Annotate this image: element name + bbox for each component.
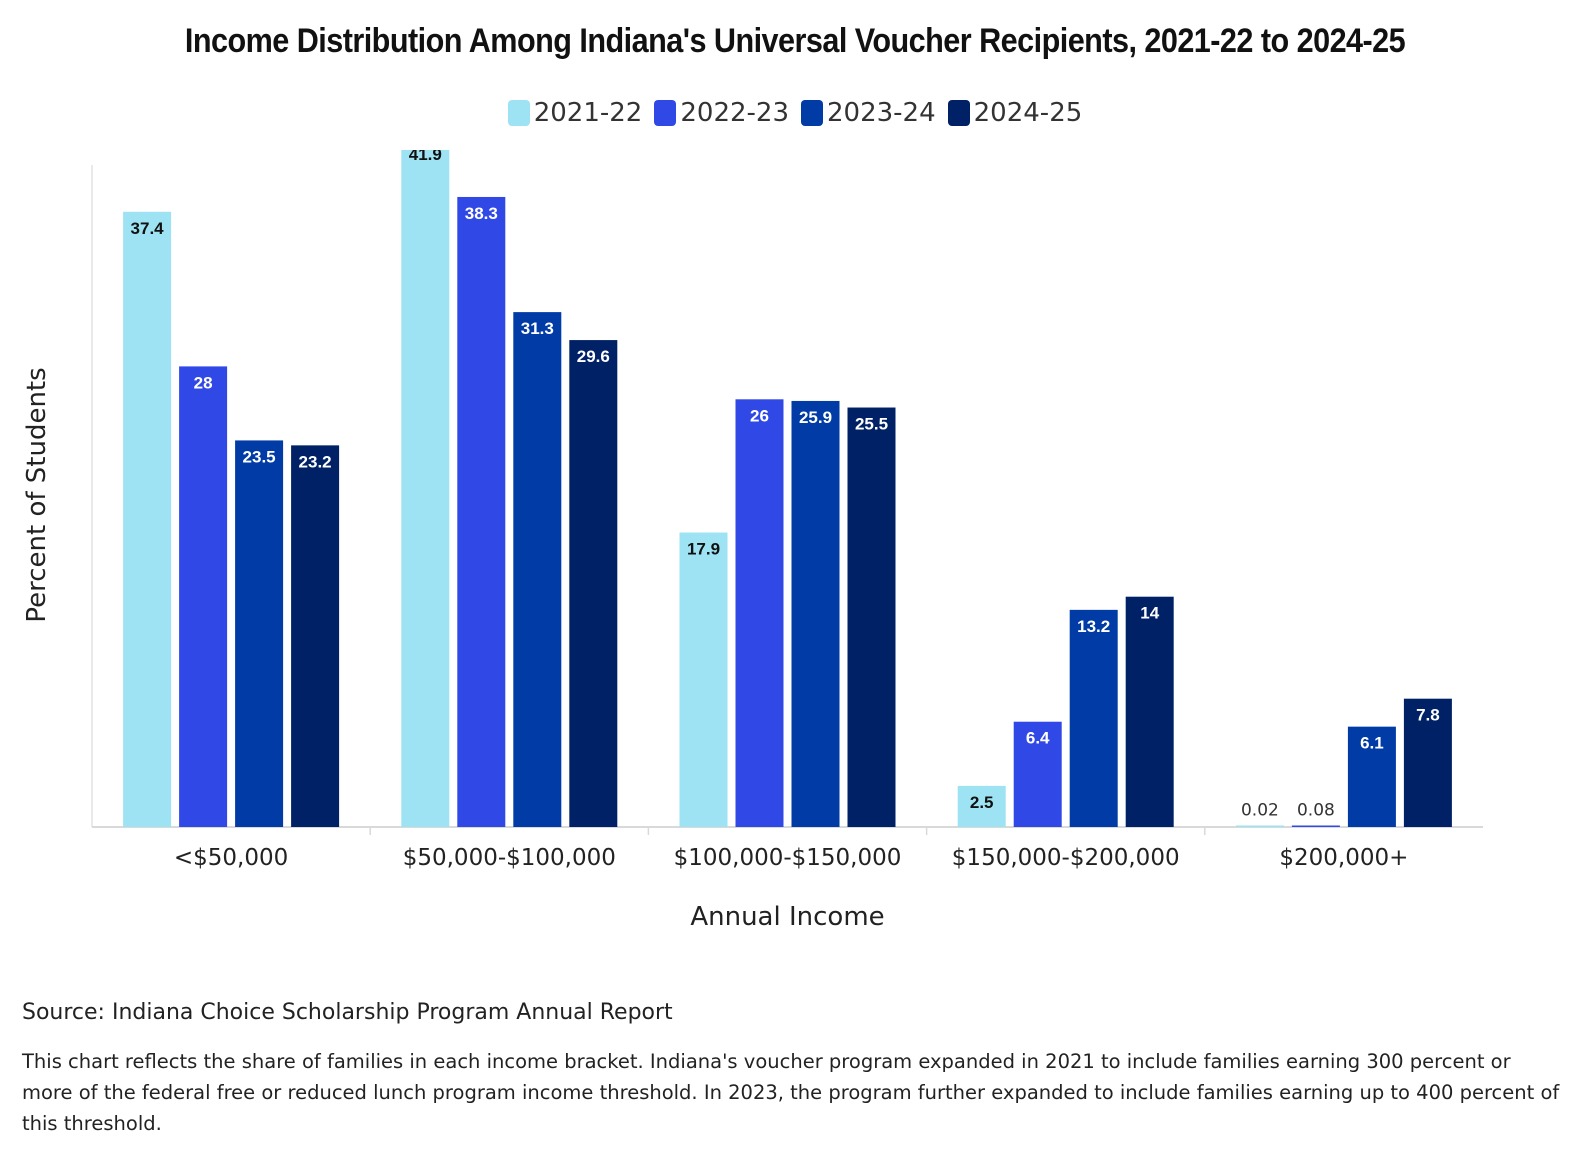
bar-2024-25-3 — [1125, 596, 1174, 827]
data-label: 0.02 — [1241, 801, 1279, 821]
x-tick-label: $100,000-$150,000 — [674, 845, 902, 871]
footnote: This chart reflects the share of familie… — [22, 1050, 1560, 1135]
x-tick-label: $200,000+ — [1279, 845, 1408, 871]
data-label: 13.2 — [1077, 617, 1110, 636]
data-label: 6.4 — [1026, 729, 1050, 748]
legend-item-2023-24: 2023-24 — [801, 98, 936, 128]
legend-label: 2022-23 — [680, 98, 789, 128]
bar-2024-25-1 — [569, 340, 618, 827]
legend-swatch — [507, 100, 530, 126]
x-tick-label: $150,000-$200,000 — [952, 845, 1180, 871]
bar-2021-22-2 — [679, 532, 728, 827]
bar-2022-23-4 — [1291, 825, 1340, 827]
x-tick-label: <$50,000 — [174, 845, 288, 871]
bar-2022-23-2 — [735, 399, 784, 827]
data-label: 7.8 — [1416, 706, 1440, 725]
legend-swatch — [801, 100, 823, 126]
data-label: 0.08 — [1297, 801, 1335, 821]
bar-2021-22-4 — [1235, 825, 1284, 827]
data-label: 23.5 — [243, 447, 276, 466]
legend-label: 2021-22 — [533, 98, 643, 128]
data-label: 41.9 — [409, 150, 442, 164]
data-label: 29.6 — [577, 347, 610, 366]
data-label: 25.9 — [799, 408, 832, 427]
bar-2024-25-0 — [291, 445, 340, 827]
bar-2023-24-4 — [1347, 726, 1396, 827]
bar-2021-22-1 — [401, 150, 450, 827]
x-tick-label: $50,000-$100,000 — [403, 845, 616, 871]
bar-2021-22-0 — [123, 211, 172, 827]
data-label: 26 — [750, 406, 769, 425]
x-axis-title: Annual Income — [690, 902, 884, 932]
data-label: 28 — [194, 373, 213, 392]
bar-2024-25-4 — [1403, 698, 1452, 827]
bar-2022-23-0 — [179, 366, 228, 827]
data-label: 17.9 — [687, 540, 720, 559]
legend-swatch — [654, 100, 677, 126]
bar-2022-23-1 — [457, 196, 506, 828]
legend-item-2024-25: 2024-25 — [947, 98, 1083, 128]
bar-2023-24-1 — [513, 312, 562, 827]
data-label: 38.3 — [465, 204, 498, 223]
chart-legend: 2021-22 2022-23 2023-24 2024-25 — [0, 98, 1590, 128]
bar-2021-22-3 — [957, 785, 1006, 827]
data-label: 23.2 — [299, 452, 332, 471]
legend-label: 2023-24 — [827, 98, 936, 128]
bar-2023-24-2 — [791, 400, 840, 827]
source-note: Source: Indiana Choice Scholarship Progr… — [22, 1000, 673, 1025]
data-label: 37.4 — [131, 219, 165, 238]
legend-label: 2024-25 — [973, 98, 1083, 128]
y-axis-title: Percent of Students — [22, 367, 52, 622]
bar-2023-24-0 — [235, 440, 284, 827]
data-label: 14 — [1140, 604, 1159, 623]
data-label: 31.3 — [521, 319, 554, 338]
data-label: 25.5 — [855, 415, 888, 434]
legend-item-2021-22: 2021-22 — [507, 98, 643, 128]
bar-2022-23-3 — [1013, 721, 1062, 827]
bar-2024-25-2 — [847, 407, 896, 827]
legend-swatch — [947, 100, 970, 126]
bar-chart: 37.4 28 23.5 23.2 <$50,000 41.9 38.3 31.3 29.6 $5… — [22, 150, 1483, 932]
legend-item-2022-23: 2022-23 — [654, 98, 789, 128]
bar-2023-24-3 — [1069, 609, 1118, 827]
chart-title: Income Distribution Among Indiana's Univ… — [184, 22, 1406, 60]
data-label: 2.5 — [970, 793, 994, 812]
data-label: 6.1 — [1360, 734, 1384, 753]
